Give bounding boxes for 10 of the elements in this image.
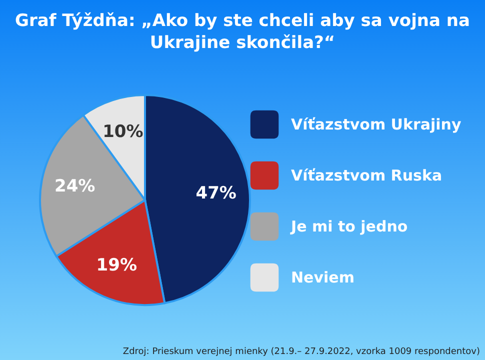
- legend-label: Je mi to jedno: [290, 218, 408, 236]
- data-label: 10%: [102, 122, 144, 142]
- slice-label: Víťazstvom Ukrajiny: [291, 116, 462, 134]
- legend-label: Víťazstvom Ruska: [291, 166, 442, 184]
- text: Zdroj: Prieskum verejnej mienky (21.9.– 27.9.2022, vzorka 1009 respondentov): [122, 347, 480, 357]
- legend-label: Neviem: [291, 268, 354, 286]
- data-label: 19%: [96, 256, 137, 276]
- data-label: 24%: [54, 176, 96, 197]
- data-label: 47%: [196, 183, 236, 204]
- chart-title: Graf Týždňa: „Ako by ste chceli aby sa vojna na Ukrajine skončila?“: [15, 11, 470, 53]
